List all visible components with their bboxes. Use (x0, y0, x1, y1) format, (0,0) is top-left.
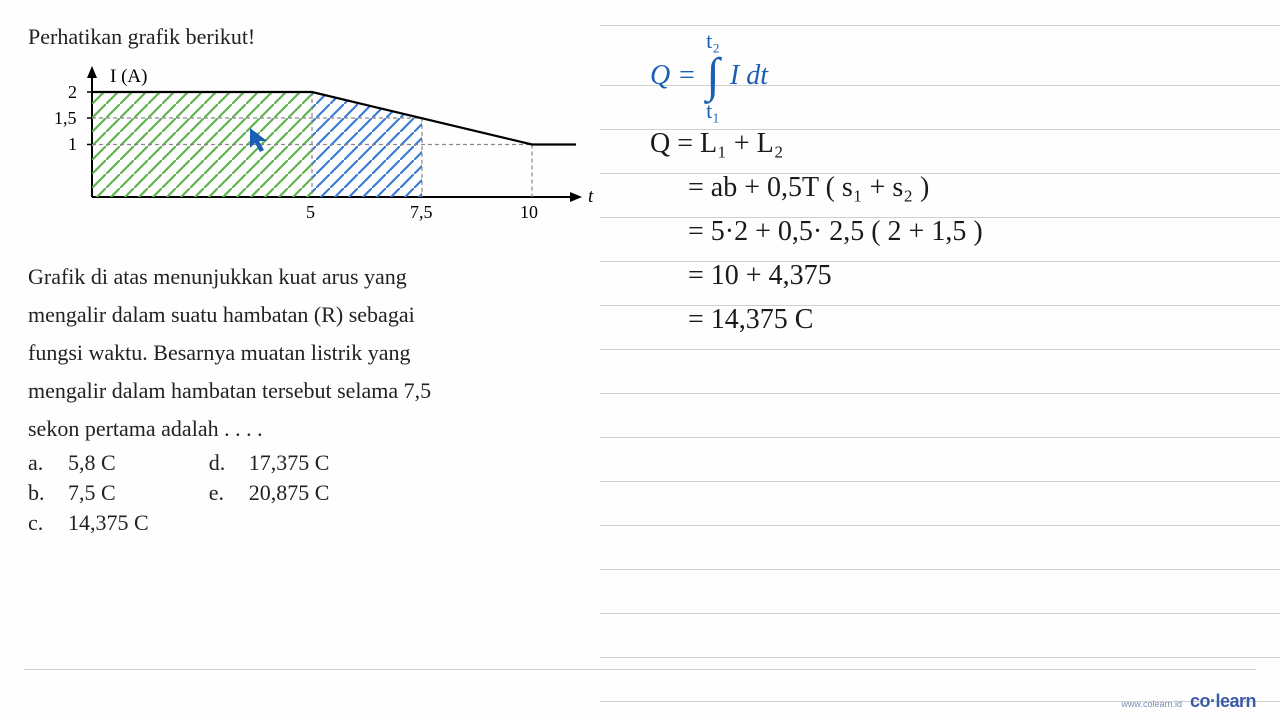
footer: www.colearn.id co·learn (1121, 691, 1256, 712)
work-line-5: = 10 + 4,375 (650, 254, 1250, 298)
chart-svg: I (A) t (s) 2 1,5 1 5 7,5 10 (36, 62, 596, 227)
xtick-7-5: 7,5 (410, 202, 433, 222)
problem-text-3: fungsi waktu. Besarnya muatan listrik ya… (28, 337, 580, 369)
work-line-3: = ab + 0,5T ( s₁ + s₂ ) (650, 166, 1250, 210)
option-b: b.7,5 C (28, 480, 149, 506)
problem-panel: Perhatikan grafik berikut! (0, 0, 600, 720)
option-a: a.5,8 C (28, 450, 149, 476)
option-d: d.17,375 C (209, 450, 330, 476)
ytick-2: 2 (68, 82, 77, 102)
handwritten-work: Q = t₂ ∫ t₁ I dt Q = L₁ + L₂ = ab + 0,5T… (620, 30, 1250, 342)
work-line-4: = 5·2 + 0,5· 2,5 ( 2 + 1,5 ) (650, 210, 1250, 254)
ytick-1: 1 (68, 134, 77, 154)
problem-title: Perhatikan grafik berikut! (28, 24, 580, 50)
problem-text-5: sekon pertama adalah . . . . (28, 413, 580, 445)
brand-logo: co·learn (1190, 691, 1256, 712)
y-axis-label: I (A) (110, 66, 147, 87)
solution-panel: Q = t₂ ∫ t₁ I dt Q = L₁ + L₂ = ab + 0,5T… (600, 0, 1280, 720)
problem-text-4: mengalir dalam hambatan tersebut selama … (28, 375, 580, 407)
work-line-6: = 14,375 C (650, 298, 1250, 342)
ytick-1-5: 1,5 (54, 108, 77, 128)
answer-options: a.5,8 C b.7,5 C c.14,375 C d.17,375 C e.… (28, 450, 580, 536)
option-e: e.20,875 C (209, 480, 330, 506)
footer-url: www.colearn.id (1121, 699, 1182, 709)
integral-lower: t₁ (706, 100, 720, 122)
bottom-divider (24, 669, 1256, 670)
problem-text-1: Grafik di atas menunjukkan kuat arus yan… (28, 261, 580, 293)
option-c: c.14,375 C (28, 510, 149, 536)
xtick-10: 10 (520, 202, 538, 222)
work-line-2: Q = L₁ + L₂ (650, 122, 1250, 166)
x-axis-label: t (588, 186, 594, 207)
xtick-5: 5 (306, 202, 315, 222)
problem-text-2: mengalir dalam suatu hambatan (R) sebaga… (28, 299, 580, 331)
current-time-chart: I (A) t (s) 2 1,5 1 5 7,5 10 (36, 62, 580, 233)
